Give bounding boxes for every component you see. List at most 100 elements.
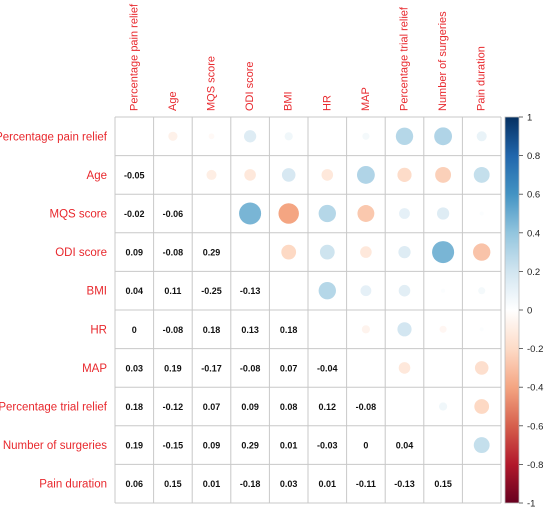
correlation-circle <box>321 169 334 181</box>
correlation-circle <box>284 132 293 141</box>
correlation-value: -0.04 <box>317 363 338 373</box>
row-label: Pain duration <box>39 479 107 491</box>
correlation-circle <box>432 241 455 264</box>
correlation-value: 0.04 <box>396 441 414 451</box>
correlation-value: -0.17 <box>201 363 222 373</box>
colorbar-tick-label: 1 <box>527 113 532 124</box>
correlation-circle <box>239 202 262 225</box>
matrix-cells: -0.05 -0.02 -0.06 0.09 -0.08 0.29 0.04 0.11 -0.2… <box>124 127 491 489</box>
correlation-value: -0.18 <box>240 479 261 489</box>
correlation-value: -0.15 <box>163 441 184 451</box>
correlation-circle <box>281 168 296 182</box>
correlation-circle <box>397 322 412 337</box>
correlation-circle <box>318 282 336 300</box>
correlation-value: -0.25 <box>201 286 222 296</box>
colorbar-tick-label: -0.4 <box>527 383 543 394</box>
correlation-circle <box>397 167 412 182</box>
colorbar-rect <box>504 116 520 504</box>
row-label: Percentage pain relief <box>0 131 108 143</box>
correlation-value: 0.03 <box>280 479 298 489</box>
row-label: Number of surgeries <box>3 440 107 452</box>
correlation-value: 0.08 <box>280 402 298 412</box>
row-label: Age <box>87 170 107 182</box>
colorbar-tick-label: -0.2 <box>527 344 543 355</box>
correlation-value: 0.06 <box>126 479 144 489</box>
correlation-circle <box>395 127 414 145</box>
correlation-circle <box>439 402 448 411</box>
column-label: Age <box>167 91 179 111</box>
correlation-value: 0.19 <box>164 363 182 373</box>
correlation-value: 0.09 <box>203 441 221 451</box>
correlation-value: -0.13 <box>240 286 261 296</box>
correlation-circle <box>319 244 335 260</box>
correlation-value: -0.05 <box>124 170 145 180</box>
correlation-circle <box>168 131 178 141</box>
correlation-circle <box>356 165 375 184</box>
correlation-value: 0.09 <box>241 402 259 412</box>
correlation-value: 0 <box>363 441 368 451</box>
correlation-value: 0.03 <box>126 363 144 373</box>
correlation-value: -0.13 <box>394 479 415 489</box>
correlation-value: -0.08 <box>163 325 184 335</box>
correlation-value: 0.01 <box>203 479 221 489</box>
colorbar-tick-label: -0.6 <box>527 421 543 432</box>
correlation-value: 0.07 <box>203 402 221 412</box>
row-label: BMI <box>87 286 107 298</box>
correlation-value: 0.12 <box>319 402 337 412</box>
colorbar-tick-label: 0.4 <box>527 228 540 239</box>
column-label: MAP <box>360 87 372 111</box>
correlation-value: 0.29 <box>203 248 221 258</box>
correlation-circle <box>360 246 372 258</box>
row-label: MAP <box>82 363 107 375</box>
correlation-circle <box>278 203 299 224</box>
correlation-value: -0.08 <box>240 363 261 373</box>
correlation-circle <box>362 132 370 140</box>
correlation-circle <box>208 133 215 140</box>
correlation-circle <box>360 285 372 297</box>
correlation-value: -0.06 <box>163 209 184 219</box>
correlation-value: -0.08 <box>356 402 377 412</box>
correlation-circle <box>244 169 256 181</box>
correlation-value: -0.11 <box>356 479 376 489</box>
column-label: Pain duration <box>476 46 488 111</box>
column-label: ODI score <box>244 61 256 111</box>
correlation-circle <box>479 327 484 332</box>
colorbar-tick-label: -0.8 <box>527 460 543 471</box>
column-label: MQS score <box>206 56 218 111</box>
correlation-circle <box>281 244 297 260</box>
correlation-circle <box>361 325 370 334</box>
grid-lines <box>114 116 502 504</box>
correlation-value: 0.13 <box>241 325 259 335</box>
row-label: MQS score <box>49 209 107 221</box>
correlation-circle <box>434 127 453 146</box>
correlation-circle <box>439 325 447 333</box>
correlation-value: 0.09 <box>126 248 144 258</box>
correlation-circle <box>474 399 490 414</box>
correlation-circle <box>398 284 411 297</box>
correlation-value: -0.03 <box>317 441 338 451</box>
correlation-value: -0.02 <box>124 209 145 219</box>
correlation-circle <box>473 166 490 183</box>
correlation-circle <box>318 204 336 223</box>
correlation-circle <box>476 131 487 142</box>
row-label: Percentage trial relief <box>0 402 108 414</box>
correlation-value: 0.18 <box>203 325 221 335</box>
correlation-circle <box>206 169 217 180</box>
correlation-value: 0.29 <box>241 441 259 451</box>
correlation-value: 0.07 <box>280 363 298 373</box>
colorbar-tick-label: 0.8 <box>527 151 540 162</box>
correlation-value: 0.11 <box>164 286 181 296</box>
correlation-value: -0.08 <box>163 248 184 258</box>
column-label: HR <box>321 95 333 111</box>
correlation-value: 0.01 <box>280 441 298 451</box>
column-label: Percentage pain relief <box>128 3 140 111</box>
correlation-circle <box>479 211 484 216</box>
correlation-circle <box>435 166 452 183</box>
correlation-value: 0.15 <box>434 479 452 489</box>
variable-labels: Percentage pain relief Age MQS score ODI sc… <box>0 3 488 491</box>
correlation-value: 0.04 <box>126 286 144 296</box>
column-label: Number of surgeries <box>437 11 449 111</box>
colorbar-tick-label: 0 <box>527 306 532 317</box>
correlation-value: 0 <box>132 325 137 335</box>
